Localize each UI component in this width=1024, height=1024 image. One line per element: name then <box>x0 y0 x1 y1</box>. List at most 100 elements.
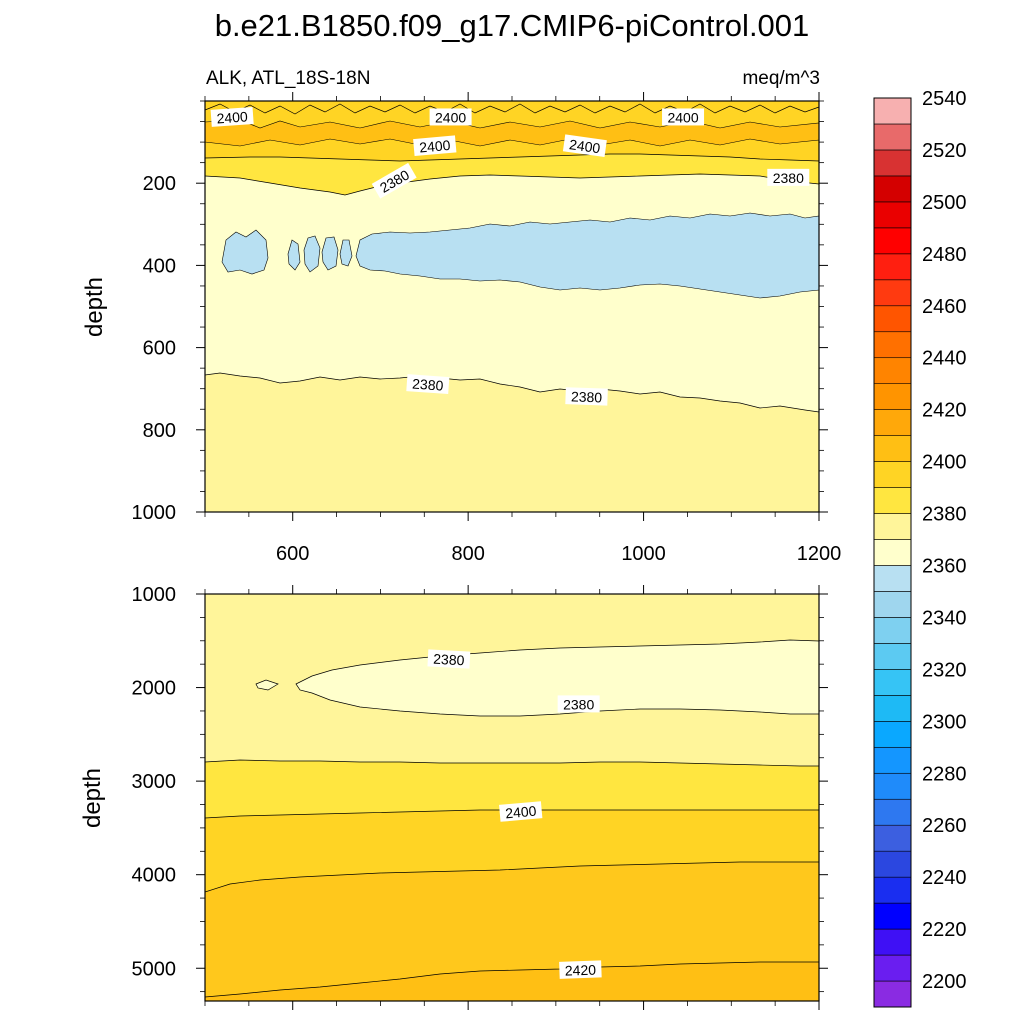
colorbar-tick-label: 2500 <box>922 192 967 214</box>
bottom-panel: 2380 2380 2400 2420 1000 2000 3000 4000 5000 de… <box>79 584 828 1010</box>
top-ytick-label: 600 <box>143 338 176 360</box>
colorbar-tick-label: 2420 <box>922 400 967 422</box>
bottom-contour-line-2410 <box>204 861 819 893</box>
colorbar-swatch <box>873 201 912 229</box>
colorbar-swatch <box>873 279 912 307</box>
colorbar-tick-label: 2300 <box>922 711 967 733</box>
colorbar-tick-label: 2320 <box>922 659 967 681</box>
top-contour-label-text: 2400 <box>419 137 452 156</box>
colorbar-swatch <box>873 928 912 956</box>
colorbar-swatch <box>873 331 912 359</box>
top-contour-label-bg <box>371 162 417 199</box>
top-contour-label-bg <box>662 108 705 126</box>
colorbar-tick-label: 2440 <box>922 348 967 370</box>
top-contour-label: 2380 <box>767 168 810 186</box>
top-panel-ylabel: depth <box>81 277 108 337</box>
bottom-contour-label-text: 2420 <box>565 962 597 979</box>
top-contour-label-bg <box>767 168 810 186</box>
bottom-ytick-label: 1000 <box>132 584 177 606</box>
colorbar-swatch <box>873 591 912 618</box>
colorbar: 2200 2220 2240 2260 2280 2300 2320 2340 2360 2380… <box>873 88 967 1008</box>
colorbar-swatch <box>873 695 912 722</box>
top-panel-left-label: ALK, ATL_18S-18N <box>206 68 370 89</box>
colorbar-tick-label: 2400 <box>922 452 967 474</box>
top-contour-label: 2400 <box>413 135 457 157</box>
bottom-contour-label-bg <box>557 695 600 713</box>
colorbar-tick-label: 2240 <box>922 867 967 889</box>
colorbar-swatch <box>873 357 912 384</box>
colorbar-tick-label: 2280 <box>922 763 967 785</box>
bottom-contour-label-text: 2400 <box>505 803 538 822</box>
bottom-contour-label: 2380 <box>557 695 600 713</box>
colorbar-swatch <box>873 97 912 125</box>
top-contour-label-bg <box>565 387 608 406</box>
top-xtick-label: 1200 <box>797 543 842 565</box>
colorbar-swatch <box>873 253 912 281</box>
colorbar-swatch <box>873 669 912 696</box>
top-contour-label-text: 2400 <box>667 109 698 125</box>
colorbar-swatch <box>873 513 912 540</box>
top-contour-label: 2400 <box>210 106 254 127</box>
colorbar-swatch <box>873 824 912 852</box>
top-panel-units-label: meq/m^3 <box>742 68 820 89</box>
top-panel-axes: 200 400 600 800 1000 600 800 1000 1200 <box>132 92 842 565</box>
colorbar-tick-label: 2480 <box>922 244 967 266</box>
colorbar-swatch <box>873 980 912 1008</box>
top-contour-label: 2400 <box>562 134 607 158</box>
colorbar-tick-label: 2200 <box>922 971 967 993</box>
top-contour-label-text: 2380 <box>412 376 444 394</box>
top-contour-label: 2400 <box>429 108 472 126</box>
bottom-contour-label-bg <box>559 960 602 979</box>
top-contour-label-text: 2380 <box>571 388 603 405</box>
colorbar-swatch <box>873 954 912 982</box>
colorbar-swatch <box>873 746 912 774</box>
colorbar-tick-label: 2340 <box>922 607 967 629</box>
bottom-contour-label: 2420 <box>559 960 602 979</box>
bottom-panel-ylabel: depth <box>79 768 106 828</box>
bottom-contour-label: 2380 <box>427 649 471 669</box>
bottom-contour-label-text: 2380 <box>433 651 465 669</box>
top-contour-label-text: 2380 <box>773 170 804 186</box>
colorbar-swatch <box>873 227 912 255</box>
top-contour-label-text: 2400 <box>435 109 466 125</box>
bottom-contour-label-text: 2380 <box>563 696 594 712</box>
bottom-contour-label-bg <box>427 649 471 669</box>
top-ytick-label: 400 <box>143 255 176 277</box>
colorbar-swatch <box>873 902 912 930</box>
top-panel: ALK, ATL_18S-18N meq/m^3 2400 2400 2400 240… <box>81 68 841 565</box>
colorbar-swatch <box>873 798 912 826</box>
bottom-contour-label-bg <box>499 801 543 822</box>
bottom-contour-label: 2400 <box>499 801 543 822</box>
top-contour-label-bg <box>429 108 472 126</box>
top-contour-label-text: 2400 <box>568 136 601 156</box>
top-fill-2360 <box>221 212 820 299</box>
colorbar-swatch <box>873 461 912 488</box>
bottom-contour-line-2390 <box>204 759 819 767</box>
top-ytick-label: 800 <box>143 420 176 442</box>
bottom-fill-2420 <box>205 962 819 1001</box>
colorbar-swatch <box>873 876 912 904</box>
bottom-panel-contour-labels: 2380 2380 2400 2420 <box>427 649 602 979</box>
colorbar-swatch <box>873 643 912 670</box>
top-contour-line-noise <box>204 103 820 115</box>
top-contour-label: 2380 <box>565 387 608 406</box>
colorbar-swatch <box>873 487 912 514</box>
colorbar-swatch <box>873 435 912 462</box>
colorbar-tick-label: 2360 <box>922 555 967 577</box>
colorbar-swatch <box>873 383 912 410</box>
colorbar-tick-label: 2520 <box>922 140 967 162</box>
colorbar-swatch <box>873 123 912 151</box>
top-xtick-label: 1000 <box>621 543 666 565</box>
bottom-panel-axes: 1000 2000 3000 4000 5000 <box>132 584 828 1010</box>
colorbar-frame <box>873 97 912 1008</box>
top-contour-line-2380-deep <box>204 372 820 413</box>
bottom-ytick-label: 2000 <box>132 678 177 700</box>
top-contour-label-bg <box>562 134 607 158</box>
colorbar-swatch <box>873 539 912 566</box>
top-contour-label: 2380 <box>406 374 450 395</box>
bottom-ytick-label: 3000 <box>132 771 177 793</box>
top-fill-2370 <box>205 175 819 412</box>
colorbar-tick-label: 2460 <box>922 296 967 318</box>
colorbar-swatch <box>873 850 912 878</box>
